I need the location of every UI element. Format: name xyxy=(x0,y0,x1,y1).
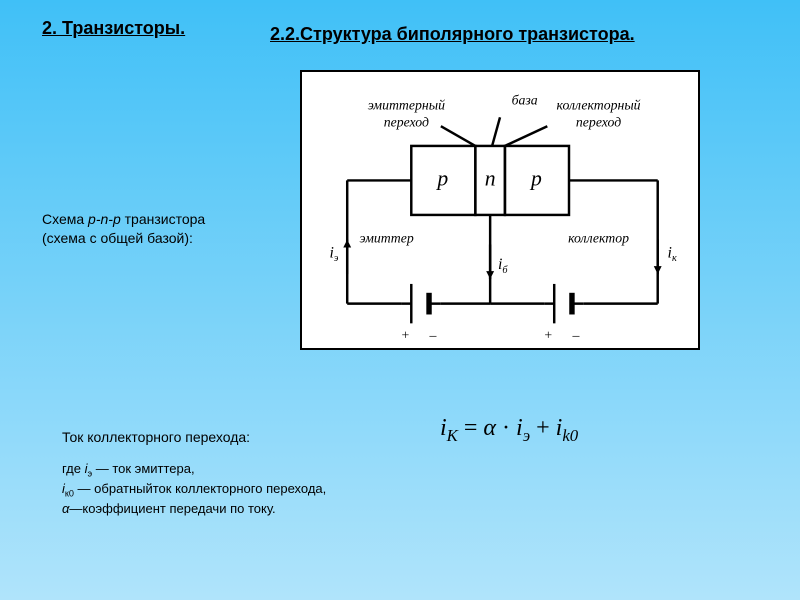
svg-text:переход: переход xyxy=(384,114,429,129)
heading-transistors: 2. Транзисторы. xyxy=(42,18,185,39)
svg-text:iб: iб xyxy=(498,256,508,276)
diagram-svg: pnpэмиттерныйпереходбазаколлекторныйпере… xyxy=(302,72,698,348)
svg-text:iк: iк xyxy=(668,244,677,264)
caption-scheme: Схема p-n-p транзистора (схема с общей б… xyxy=(42,210,205,248)
svg-text:коллектор: коллектор xyxy=(568,231,629,246)
svg-text:переход: переход xyxy=(576,114,621,129)
svg-text:p: p xyxy=(529,166,542,190)
transistor-diagram: pnpэмиттерныйпереходбазаколлекторныйпере… xyxy=(300,70,700,350)
caption-scheme-line1: Схема p-n-p транзистора xyxy=(42,210,205,229)
caption-legend: где iэ — ток эмиттера,iк0 — обратныйток … xyxy=(62,460,326,517)
svg-text:база: база xyxy=(512,93,538,108)
svg-text:p: p xyxy=(435,166,448,190)
caption-scheme-line2: (схема с общей базой): xyxy=(42,229,205,248)
svg-text:–: – xyxy=(571,327,579,342)
formula-collector-current: iK = α · iэ + ik0 xyxy=(440,415,578,446)
svg-text:+: + xyxy=(544,327,552,342)
svg-text:+: + xyxy=(401,327,409,342)
svg-text:коллекторный: коллекторный xyxy=(557,98,641,113)
svg-text:–: – xyxy=(429,327,437,342)
svg-text:эмиттер: эмиттер xyxy=(360,231,414,246)
caption-collector-current: Ток коллекторного перехода: xyxy=(62,428,250,447)
svg-text:iэ: iэ xyxy=(329,244,338,264)
heading-structure: 2.2.Структура биполярного транзистора. xyxy=(270,24,635,45)
svg-text:n: n xyxy=(485,166,496,190)
slide: 2. Транзисторы. 2.2.Структура биполярног… xyxy=(0,0,800,600)
svg-text:эмиттерный: эмиттерный xyxy=(368,98,445,113)
